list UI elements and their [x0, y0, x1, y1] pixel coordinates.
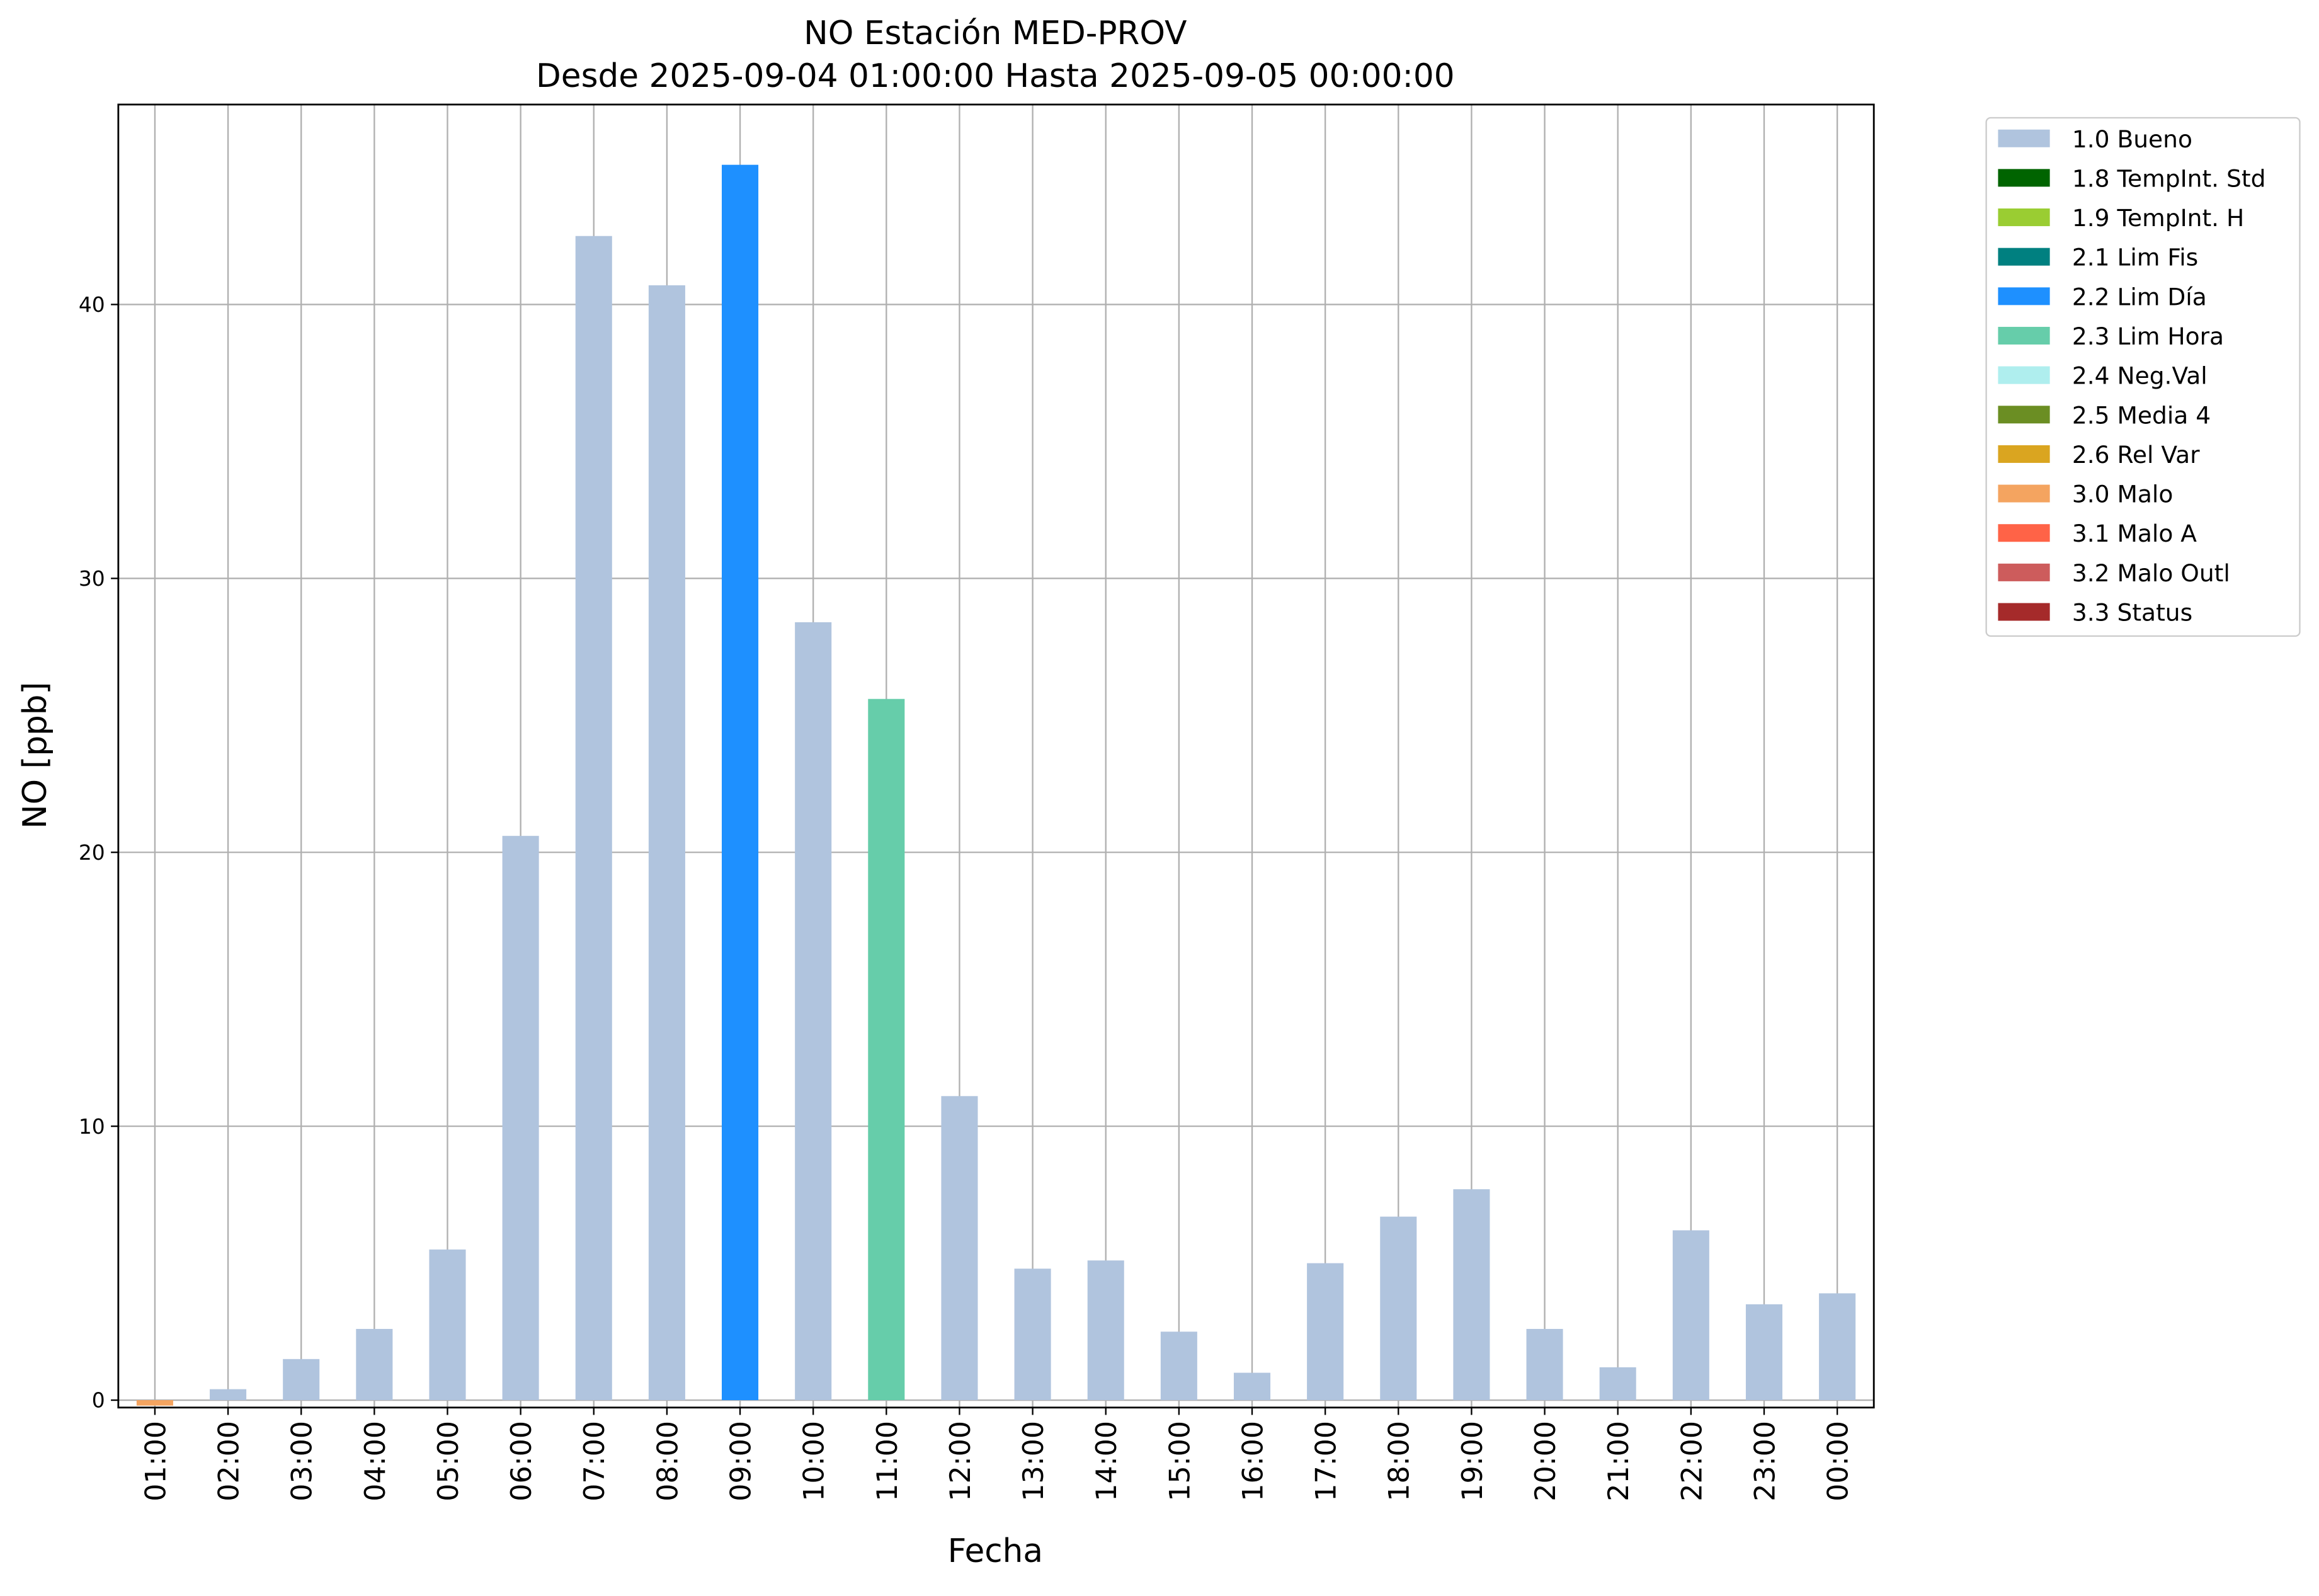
legend-box	[1985, 117, 2301, 637]
x-tick-label: 12:00	[945, 1421, 977, 1502]
bar	[1745, 1304, 1783, 1401]
legend-swatch	[1998, 484, 2050, 503]
y-tick-label: 0	[92, 1389, 105, 1413]
legend-swatch	[1998, 169, 2050, 187]
chart-title: NO Estación MED-PROV	[804, 14, 1187, 52]
legend-label: 2.5 Media 4	[2072, 401, 2211, 429]
y-tick-label: 20	[79, 841, 105, 865]
bar	[1672, 1230, 1709, 1401]
bar	[868, 698, 905, 1401]
x-tick-label: 22:00	[1676, 1421, 1708, 1502]
x-tick-label: 10:00	[799, 1421, 831, 1502]
x-tick-label: 05:00	[433, 1421, 465, 1502]
bar	[1380, 1216, 1417, 1401]
y-axis-title: NO [ppb]	[16, 682, 54, 829]
x-tick-label: 14:00	[1091, 1421, 1123, 1502]
legend-swatch	[1998, 208, 2050, 227]
x-tick-label: 18:00	[1384, 1421, 1416, 1502]
y-tick-label: 30	[79, 567, 105, 591]
x-tick-label: 16:00	[1237, 1421, 1269, 1502]
x-tick-label: 23:00	[1749, 1421, 1781, 1502]
legend-label: 2.1 Lim Fis	[2072, 244, 2198, 271]
bar	[1599, 1367, 1636, 1401]
bar	[210, 1389, 247, 1401]
legend-label: 3.1 Malo A	[2072, 520, 2197, 547]
x-tick-label: 17:00	[1310, 1421, 1342, 1502]
y-tick-label: 10	[79, 1115, 105, 1139]
x-tick-label: 11:00	[872, 1421, 904, 1502]
x-tick-label: 08:00	[652, 1421, 684, 1502]
bar	[356, 1328, 393, 1401]
chart-subtitle: Desde 2025-09-04 01:00:00 Hasta 2025-09-…	[536, 57, 1455, 95]
legend-swatch	[1998, 366, 2050, 384]
x-tick-label: 07:00	[579, 1421, 611, 1502]
legend-label: 2.4 Neg.Val	[2072, 362, 2208, 390]
x-axis-title: Fecha	[948, 1532, 1043, 1570]
bar	[648, 285, 685, 1401]
bar	[1233, 1372, 1271, 1401]
legend-label: 1.8 TempInt. Std	[2072, 164, 2266, 192]
legend-label: 2.3 Lim Hora	[2072, 322, 2224, 350]
x-tick-label: 09:00	[725, 1421, 757, 1502]
legend-swatch	[1998, 563, 2050, 581]
bar	[1819, 1293, 1856, 1401]
legend-swatch	[1998, 524, 2050, 542]
legend-label: 1.0 Bueno	[2072, 125, 2192, 153]
bar	[502, 836, 539, 1401]
y-tick-label: 40	[79, 293, 105, 317]
x-tick-label: 01:00	[140, 1421, 172, 1502]
bar	[1307, 1263, 1344, 1401]
x-tick-label: 20:00	[1530, 1421, 1562, 1502]
legend-swatch	[1998, 326, 2050, 345]
bar	[136, 1400, 173, 1406]
plot-frame	[117, 103, 1875, 1409]
bar	[722, 164, 759, 1401]
bar	[1526, 1328, 1563, 1401]
legend-label: 3.2 Malo Outl	[2072, 559, 2230, 587]
legend-swatch	[1998, 406, 2050, 424]
bar	[941, 1096, 978, 1401]
legend-label: 2.2 Lim Día	[2072, 283, 2207, 311]
x-tick-label: 04:00	[360, 1421, 392, 1502]
bar	[1014, 1268, 1051, 1401]
legend-label: 1.9 TempInt. H	[2072, 204, 2244, 232]
legend-swatch	[1998, 603, 2050, 621]
bar	[429, 1249, 466, 1401]
x-tick-label: 19:00	[1457, 1421, 1489, 1502]
bar	[1160, 1331, 1197, 1401]
bar	[795, 622, 832, 1401]
legend-swatch	[1998, 248, 2050, 266]
x-tick-label: 00:00	[1822, 1421, 1854, 1502]
x-tick-label: 03:00	[287, 1421, 319, 1502]
x-tick-label: 06:00	[506, 1421, 538, 1502]
bar	[575, 236, 612, 1401]
bar	[1453, 1189, 1490, 1401]
legend-label: 3.0 Malo	[2072, 481, 2173, 508]
x-tick-label: 13:00	[1018, 1421, 1050, 1502]
legend-label: 3.3 Status	[2072, 599, 2192, 627]
x-tick-label: 02:00	[213, 1421, 245, 1502]
legend-swatch	[1998, 445, 2050, 463]
legend-swatch	[1998, 129, 2050, 147]
bar	[1087, 1260, 1124, 1401]
x-tick-label: 21:00	[1603, 1421, 1635, 1502]
x-tick-label: 15:00	[1164, 1421, 1196, 1502]
bar	[283, 1359, 320, 1401]
legend-swatch	[1998, 287, 2050, 305]
legend-label: 2.6 Rel Var	[2072, 441, 2200, 469]
